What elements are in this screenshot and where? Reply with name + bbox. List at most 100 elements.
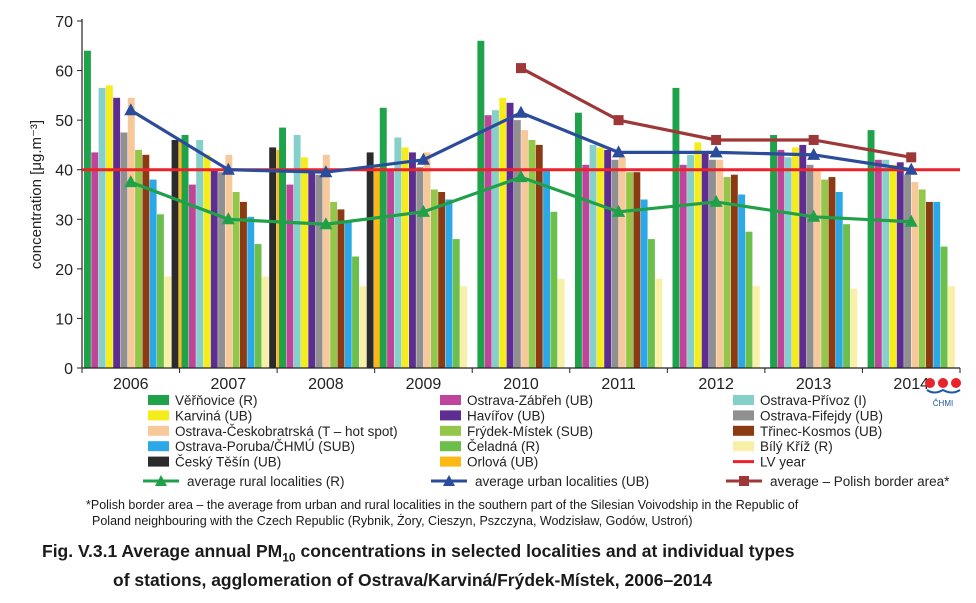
caption-prefix: Fig. V.3.1 Average annual PM bbox=[42, 541, 283, 561]
bar bbox=[926, 201, 933, 368]
footnote-line-2: Poland neighbouring with the Czech Repub… bbox=[92, 514, 693, 528]
y-tick-label: 50 bbox=[55, 113, 73, 130]
y-tick-label: 70 bbox=[55, 14, 73, 31]
bar bbox=[247, 216, 255, 368]
bar bbox=[344, 221, 352, 368]
bar bbox=[127, 97, 135, 369]
legend-swatch bbox=[733, 395, 754, 405]
line-marker bbox=[808, 134, 819, 145]
bar bbox=[452, 239, 460, 368]
bar bbox=[409, 152, 416, 368]
bar bbox=[648, 239, 655, 368]
bar bbox=[218, 172, 225, 368]
legend-swatch bbox=[440, 456, 461, 467]
legend-label: Havířov (UB) bbox=[467, 408, 545, 423]
legend-label: Ostrava-Fifejdy (UB) bbox=[760, 408, 883, 423]
x-tick-label: 2007 bbox=[211, 376, 247, 393]
bar bbox=[770, 135, 777, 368]
footnote-line-1: *Polish border area – the average from u… bbox=[86, 498, 799, 512]
y-tick-label: 10 bbox=[55, 311, 73, 328]
line-marker bbox=[514, 105, 528, 118]
bar bbox=[947, 286, 955, 368]
bar bbox=[196, 140, 204, 368]
legend-swatch bbox=[148, 425, 169, 436]
line-marker bbox=[904, 214, 918, 227]
bar bbox=[379, 107, 387, 369]
bar bbox=[611, 159, 619, 368]
bar bbox=[84, 50, 91, 368]
x-tick-label: 2011 bbox=[601, 376, 636, 393]
line-marker bbox=[807, 209, 821, 222]
y-axis-label: concentration [μg.m⁻³] bbox=[28, 120, 45, 269]
line-marker bbox=[319, 217, 333, 230]
legend-label: Frýdek-Místek (SUB) bbox=[467, 424, 593, 439]
bar bbox=[792, 147, 799, 368]
bar bbox=[308, 169, 316, 368]
bar bbox=[701, 152, 709, 368]
y-tick-label: 0 bbox=[64, 361, 73, 378]
bar bbox=[589, 144, 597, 368]
line-marker bbox=[221, 212, 235, 225]
bar bbox=[709, 159, 716, 368]
bar bbox=[730, 174, 738, 368]
caption-subscript: 10 bbox=[282, 550, 296, 565]
bar bbox=[225, 154, 233, 368]
legend-swatch bbox=[440, 395, 461, 405]
bar bbox=[460, 286, 467, 368]
x-tick-label: 2012 bbox=[698, 376, 734, 393]
bar bbox=[401, 147, 409, 368]
bar bbox=[723, 177, 731, 368]
bar bbox=[188, 184, 196, 368]
bar bbox=[911, 182, 919, 368]
bar bbox=[633, 172, 641, 368]
bar bbox=[423, 152, 431, 368]
line-marker bbox=[514, 170, 528, 183]
y-tick-label: 30 bbox=[55, 212, 73, 229]
legend-swatch bbox=[733, 425, 754, 436]
bar bbox=[387, 169, 394, 368]
line-marker bbox=[613, 115, 624, 126]
bar bbox=[738, 194, 746, 368]
bar bbox=[142, 154, 150, 368]
line-marker bbox=[416, 204, 430, 217]
bar bbox=[98, 87, 106, 369]
line-marker bbox=[709, 145, 723, 158]
bar bbox=[896, 162, 904, 368]
legend-swatch bbox=[733, 410, 754, 421]
legend-swatch bbox=[440, 410, 461, 421]
legend-label: Ostrava-Přívoz (I) bbox=[760, 393, 867, 408]
bar bbox=[874, 159, 882, 368]
line-marker bbox=[221, 162, 235, 175]
bar bbox=[499, 97, 507, 369]
bar bbox=[745, 231, 753, 368]
bar bbox=[543, 169, 550, 368]
bar bbox=[867, 130, 875, 368]
bar bbox=[203, 154, 211, 368]
legend-label: Třinec-Kosmos (UB) bbox=[760, 424, 882, 439]
legend-swatch bbox=[148, 410, 169, 421]
bar bbox=[210, 169, 218, 368]
bar bbox=[640, 199, 648, 368]
legend-label: Čeladná (R) bbox=[467, 439, 540, 454]
bar bbox=[157, 214, 164, 368]
bar bbox=[933, 201, 941, 368]
chmi-logo-mark: ČHMI bbox=[925, 378, 961, 408]
bar bbox=[513, 120, 521, 368]
bar bbox=[528, 140, 536, 368]
bar bbox=[477, 40, 485, 369]
line-marker bbox=[612, 204, 626, 217]
bar bbox=[940, 246, 948, 368]
bar bbox=[716, 159, 724, 368]
bar bbox=[359, 286, 367, 368]
bar bbox=[679, 164, 687, 368]
bar bbox=[521, 130, 529, 368]
line-marker bbox=[709, 194, 723, 207]
bar bbox=[261, 276, 269, 368]
x-tick-label: 2008 bbox=[308, 376, 344, 393]
bar bbox=[694, 142, 702, 368]
bar bbox=[626, 172, 633, 368]
legend-label: average urban localities (UB) bbox=[475, 474, 649, 489]
x-tick-label: 2014 bbox=[893, 376, 929, 393]
line-marker bbox=[711, 134, 722, 145]
bar bbox=[416, 167, 424, 368]
